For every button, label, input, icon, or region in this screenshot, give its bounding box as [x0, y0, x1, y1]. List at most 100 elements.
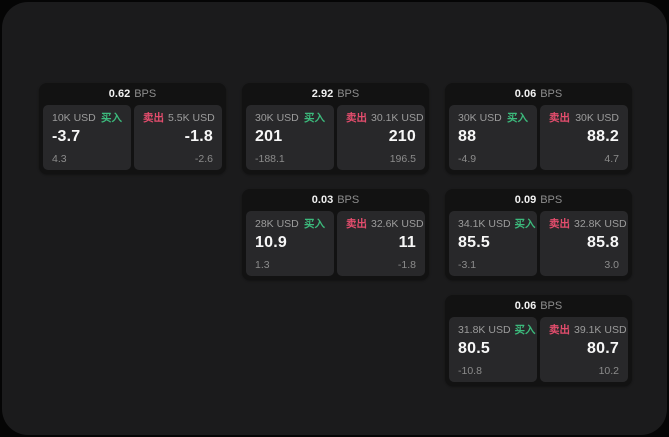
bps-value: 0.06 — [514, 299, 537, 312]
sell-panel[interactable]: 卖出 32.8K USD 85.8 3.0 — [540, 211, 628, 276]
buy-sub-value: 1.3 — [255, 258, 270, 271]
buy-price: 201 — [255, 127, 283, 145]
bps-unit-label: BPS — [540, 299, 563, 312]
bps-unit-label: BPS — [540, 193, 563, 206]
sell-price: 85.8 — [587, 233, 619, 251]
buy-panel[interactable]: 28K USD 买入 10.9 1.3 — [246, 211, 334, 276]
buy-panel-header: 28K USD 买入 — [255, 219, 325, 230]
buy-size: 31.8K USD — [458, 324, 511, 336]
quote-panels: 28K USD 买入 10.9 1.3 卖出 32.6K USD 11 -1.8 — [246, 211, 425, 276]
quote-panels: 30K USD 买入 88 -4.9 卖出 30K USD 88.2 4.7 — [449, 105, 628, 170]
bps-value: 0.06 — [514, 87, 537, 100]
sell-panel-header: 卖出 30.1K USD — [346, 113, 424, 124]
buy-sub-value: -4.9 — [458, 152, 477, 165]
bps-unit-label: BPS — [134, 87, 157, 100]
buy-panel-header: 10K USD 买入 — [52, 113, 122, 124]
buy-panel[interactable]: 30K USD 买入 201 -188.1 — [246, 105, 334, 170]
buy-price: 80.5 — [458, 339, 490, 357]
buy-panel-header: 30K USD 买入 — [255, 113, 325, 124]
sell-panel-header: 卖出 32.6K USD — [346, 218, 424, 230]
buy-side-label: 买入 — [304, 218, 325, 230]
buy-panel[interactable]: 34.1K USD 买入 85.5 -3.1 — [449, 211, 537, 276]
quote-panels: 34.1K USD 买入 85.5 -3.1 卖出 32.8K USD 85.8… — [449, 211, 628, 276]
buy-side-label: 买入 — [507, 112, 528, 124]
sell-size: 32.8K USD — [574, 218, 627, 230]
sell-panel[interactable]: 卖出 30K USD 88.2 4.7 — [540, 105, 628, 170]
sell-price: 210 — [388, 127, 416, 145]
sell-side-label: 卖出 — [549, 218, 570, 230]
bps-header: 0.09 BPS — [449, 189, 628, 211]
buy-sub-value: -3.1 — [458, 258, 477, 271]
sell-price: 88.2 — [587, 127, 619, 145]
buy-sub-value: -188.1 — [255, 152, 285, 165]
buy-panel[interactable]: 31.8K USD 买入 80.5 -10.8 — [449, 317, 537, 382]
sell-panel[interactable]: 卖出 32.6K USD 11 -1.8 — [337, 211, 425, 276]
sell-panel-header: 卖出 32.8K USD — [549, 218, 627, 230]
buy-panel-header: 31.8K USD 买入 — [458, 324, 536, 336]
buy-panel[interactable]: 30K USD 买入 88 -4.9 — [449, 105, 537, 170]
buy-size: 10K USD — [52, 112, 96, 124]
buy-side-label: 买入 — [101, 112, 122, 124]
sell-size: 39.1K USD — [574, 324, 627, 336]
bps-value: 0.03 — [311, 193, 334, 206]
quote-panels: 30K USD 买入 201 -188.1 卖出 30.1K USD 210 1… — [246, 105, 425, 170]
sell-price: 11 — [398, 233, 416, 251]
bps-value: 0.62 — [108, 87, 131, 100]
sell-size: 5.5K USD — [168, 112, 215, 124]
sell-size: 32.6K USD — [371, 218, 424, 230]
buy-size: 34.1K USD — [458, 218, 511, 230]
sell-sub-value: -2.6 — [194, 152, 213, 165]
bps-header: 2.92 BPS — [246, 83, 425, 105]
sell-panel-header: 卖出 39.1K USD — [549, 324, 627, 336]
sell-sub-value: 10.2 — [598, 364, 619, 377]
buy-panel[interactable]: 10K USD 买入 -3.7 4.3 — [43, 105, 131, 170]
sell-panel[interactable]: 卖出 5.5K USD -1.8 -2.6 — [134, 105, 222, 170]
sell-sub-value: -1.8 — [397, 258, 416, 271]
quote-card[interactable]: 2.92 BPS 30K USD 买入 201 -188.1 卖出 30.1K … — [242, 83, 429, 174]
quote-panels: 10K USD 买入 -3.7 4.3 卖出 5.5K USD -1.8 -2.… — [43, 105, 222, 170]
quote-card-grid: 0.62 BPS 10K USD 买入 -3.7 4.3 卖出 5.5K USD — [39, 83, 632, 386]
buy-panel-header: 34.1K USD 买入 — [458, 218, 536, 230]
sell-size: 30.1K USD — [371, 112, 424, 124]
quote-card[interactable]: 0.09 BPS 34.1K USD 买入 85.5 -3.1 卖出 32.8K… — [445, 189, 632, 280]
buy-side-label: 买入 — [514, 324, 536, 336]
buy-panel-header: 30K USD 买入 — [458, 113, 528, 124]
bps-value: 2.92 — [311, 87, 334, 100]
buy-size: 30K USD — [458, 112, 502, 124]
sell-side-label: 卖出 — [549, 112, 570, 124]
sell-panel[interactable]: 卖出 39.1K USD 80.7 10.2 — [540, 317, 628, 382]
buy-price: 85.5 — [458, 233, 490, 251]
buy-side-label: 买入 — [304, 112, 325, 124]
buy-price: -3.7 — [52, 127, 81, 145]
sell-side-label: 卖出 — [549, 324, 570, 336]
bps-unit-label: BPS — [540, 87, 563, 100]
buy-price: 10.9 — [255, 233, 287, 251]
sell-sub-value: 3.0 — [604, 258, 619, 271]
quote-card[interactable]: 0.03 BPS 28K USD 买入 10.9 1.3 卖出 32.6K US… — [242, 189, 429, 280]
bps-unit-label: BPS — [337, 87, 360, 100]
quote-card[interactable]: 0.06 BPS 31.8K USD 买入 80.5 -10.8 卖出 39.1… — [445, 295, 632, 386]
bps-header: 0.03 BPS — [246, 189, 425, 211]
sell-price: -1.8 — [184, 127, 213, 145]
buy-sub-value: 4.3 — [52, 152, 67, 165]
buy-sub-value: -10.8 — [458, 364, 482, 377]
bps-header: 0.62 BPS — [43, 83, 222, 105]
quote-card[interactable]: 0.06 BPS 30K USD 买入 88 -4.9 卖出 30K USD — [445, 83, 632, 174]
quote-panels: 31.8K USD 买入 80.5 -10.8 卖出 39.1K USD 80.… — [449, 317, 628, 382]
bps-value: 0.09 — [514, 193, 537, 206]
sell-sub-value: 196.5 — [389, 152, 416, 165]
sell-side-label: 卖出 — [143, 112, 164, 124]
quote-card[interactable]: 0.62 BPS 10K USD 买入 -3.7 4.3 卖出 5.5K USD — [39, 83, 226, 174]
sell-price: 80.7 — [587, 339, 619, 357]
sell-panel[interactable]: 卖出 30.1K USD 210 196.5 — [337, 105, 425, 170]
buy-size: 28K USD — [255, 218, 299, 230]
sell-panel-header: 卖出 30K USD — [549, 113, 619, 124]
buy-size: 30K USD — [255, 112, 299, 124]
bps-header: 0.06 BPS — [449, 83, 628, 105]
sell-size: 30K USD — [575, 112, 619, 124]
buy-price: 88 — [458, 127, 477, 145]
sell-panel-header: 卖出 5.5K USD — [143, 112, 215, 124]
buy-side-label: 买入 — [514, 218, 536, 230]
sell-side-label: 卖出 — [346, 218, 367, 230]
